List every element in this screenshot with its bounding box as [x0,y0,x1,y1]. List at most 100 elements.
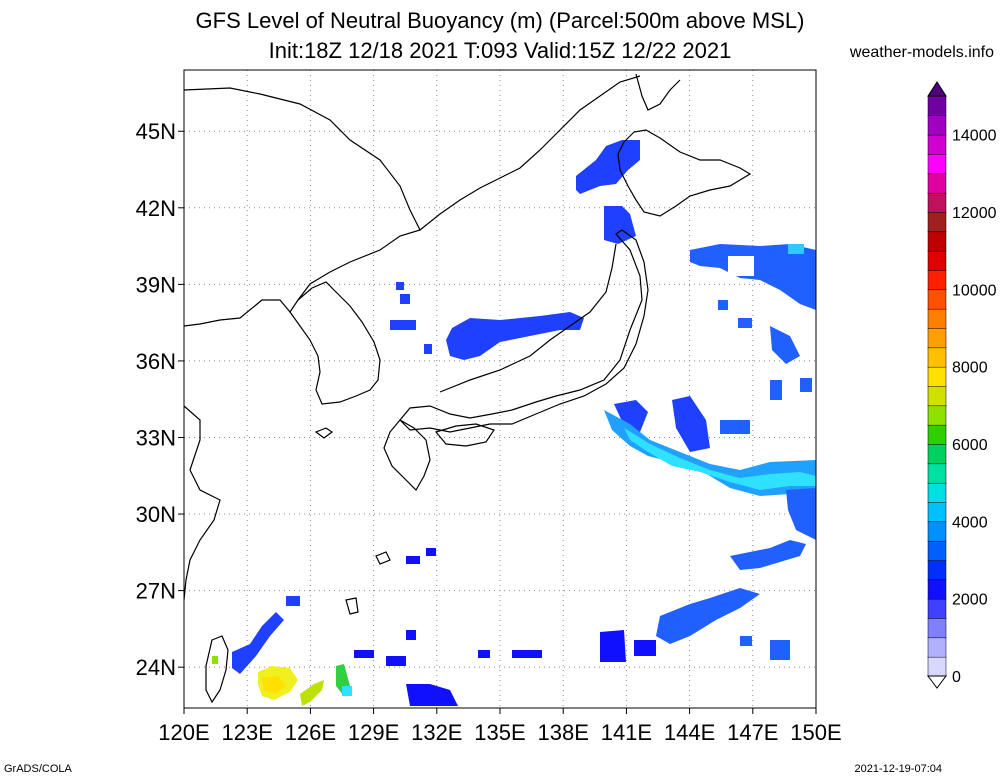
field-patch [786,488,816,540]
colorbar-swatch [927,231,947,252]
colorbar-swatch [927,637,947,658]
colorbar-label: 2000 [952,592,988,609]
field-patch [718,300,728,310]
field-patch [426,548,436,556]
field-patch [386,656,406,666]
field-patch [800,378,812,392]
colorbar-top-arrow [927,81,947,97]
lon-label: 135E [474,720,525,745]
field-patch [600,630,626,662]
colorbar-label: 6000 [952,437,988,454]
lon-label: 120E [158,720,209,745]
colorbar-swatch [927,173,947,194]
colorbar-swatch [927,405,947,426]
colorbar-label: 14000 [952,128,997,145]
colorbar-swatch [927,540,947,561]
colorbar-swatch [927,443,947,465]
field-patch [354,650,374,658]
lon-label: 147E [727,720,778,745]
lat-label: 30N [136,502,176,527]
field-patch [720,420,750,434]
colorbar-swatch [927,482,947,503]
colorbar-label: 10000 [952,282,997,299]
field-patch [728,256,754,276]
field-patch [770,326,800,364]
buoyancy-field [212,140,816,706]
colorbar-bottom-arrow [927,675,947,689]
field-patch [770,380,782,400]
field-patch [446,312,584,360]
colorbar-swatch [927,598,947,619]
lat-label: 27N [136,579,176,604]
colorbar-swatch [927,289,947,310]
colorbar [927,81,947,689]
lon-label: 144E [664,720,715,745]
field-patch [656,588,760,644]
map-subtitle: Init:18Z 12/18 2021 T:093 Valid:15Z 12/2… [268,38,732,63]
field-patch [770,640,790,660]
colorbar-swatch [927,463,947,484]
colorbar-swatch [927,211,947,233]
lon-label: 129E [348,720,399,745]
map-frame [183,69,817,709]
colorbar-swatch [927,308,947,329]
field-patch [672,396,710,452]
coastline [183,73,752,704]
field-patch [300,680,324,706]
field-patch [478,650,490,658]
field-patch [740,636,752,646]
colorbar-swatch [927,192,947,213]
field-patch [400,294,410,304]
lon-label: 132E [411,720,462,745]
lat-label: 45N [136,119,176,144]
colorbar-swatch [927,134,947,155]
lat-label: 24N [136,655,176,680]
lon-label: 141E [601,720,652,745]
colorbar-swatch [927,250,947,271]
map-title: GFS Level of Neutral Buoyancy (m) (Parce… [195,8,805,33]
colorbar-swatch [927,115,947,136]
colorbar-swatch [927,559,947,581]
field-patch [406,630,416,640]
colorbar-label: 8000 [952,360,988,377]
field-patch [730,540,806,570]
latitude-labels: 45N 42N 39N 36N 33N 30N 27N 24N [136,119,176,680]
field-patch [690,244,816,310]
colorbar-swatch [927,269,947,291]
field-patch [406,556,420,564]
graticule [178,70,817,714]
field-patch [624,428,816,490]
footer-timestamp: 2021-12-19-07:04 [854,763,942,775]
colorbar-swatch [927,521,947,542]
colorbar-swatch [927,347,947,368]
field-patch [232,612,284,674]
footer-credit: GrADS/COLA [4,763,72,775]
colorbar-label: 0 [952,669,961,686]
colorbar-swatch [927,424,947,445]
field-patch [634,640,656,656]
colorbar-swatch [927,617,947,639]
field-patch [390,320,416,330]
colorbar-swatch [927,366,947,387]
field-patch [212,656,218,664]
colorbar-label: 12000 [952,205,997,222]
lat-label: 39N [136,272,176,297]
colorbar-swatch [927,579,947,600]
lon-label: 126E [285,720,336,745]
field-patch [286,596,300,606]
lat-label: 42N [136,196,176,221]
colorbar-swatch [927,153,947,175]
site-label: weather-models.info [849,44,994,61]
colorbar-swatch [927,656,947,677]
field-patch [614,400,648,432]
colorbar-swatch [927,385,947,407]
lon-label: 123E [222,720,273,745]
field-patch [738,318,752,328]
field-patch [424,344,432,354]
longitude-labels: 120E 123E 126E 129E 132E 135E 138E 141E 144E 147E… [158,720,841,745]
field-patch [788,244,804,254]
field-patch [342,686,352,696]
lat-label: 33N [136,425,176,450]
field-patch [262,676,286,694]
